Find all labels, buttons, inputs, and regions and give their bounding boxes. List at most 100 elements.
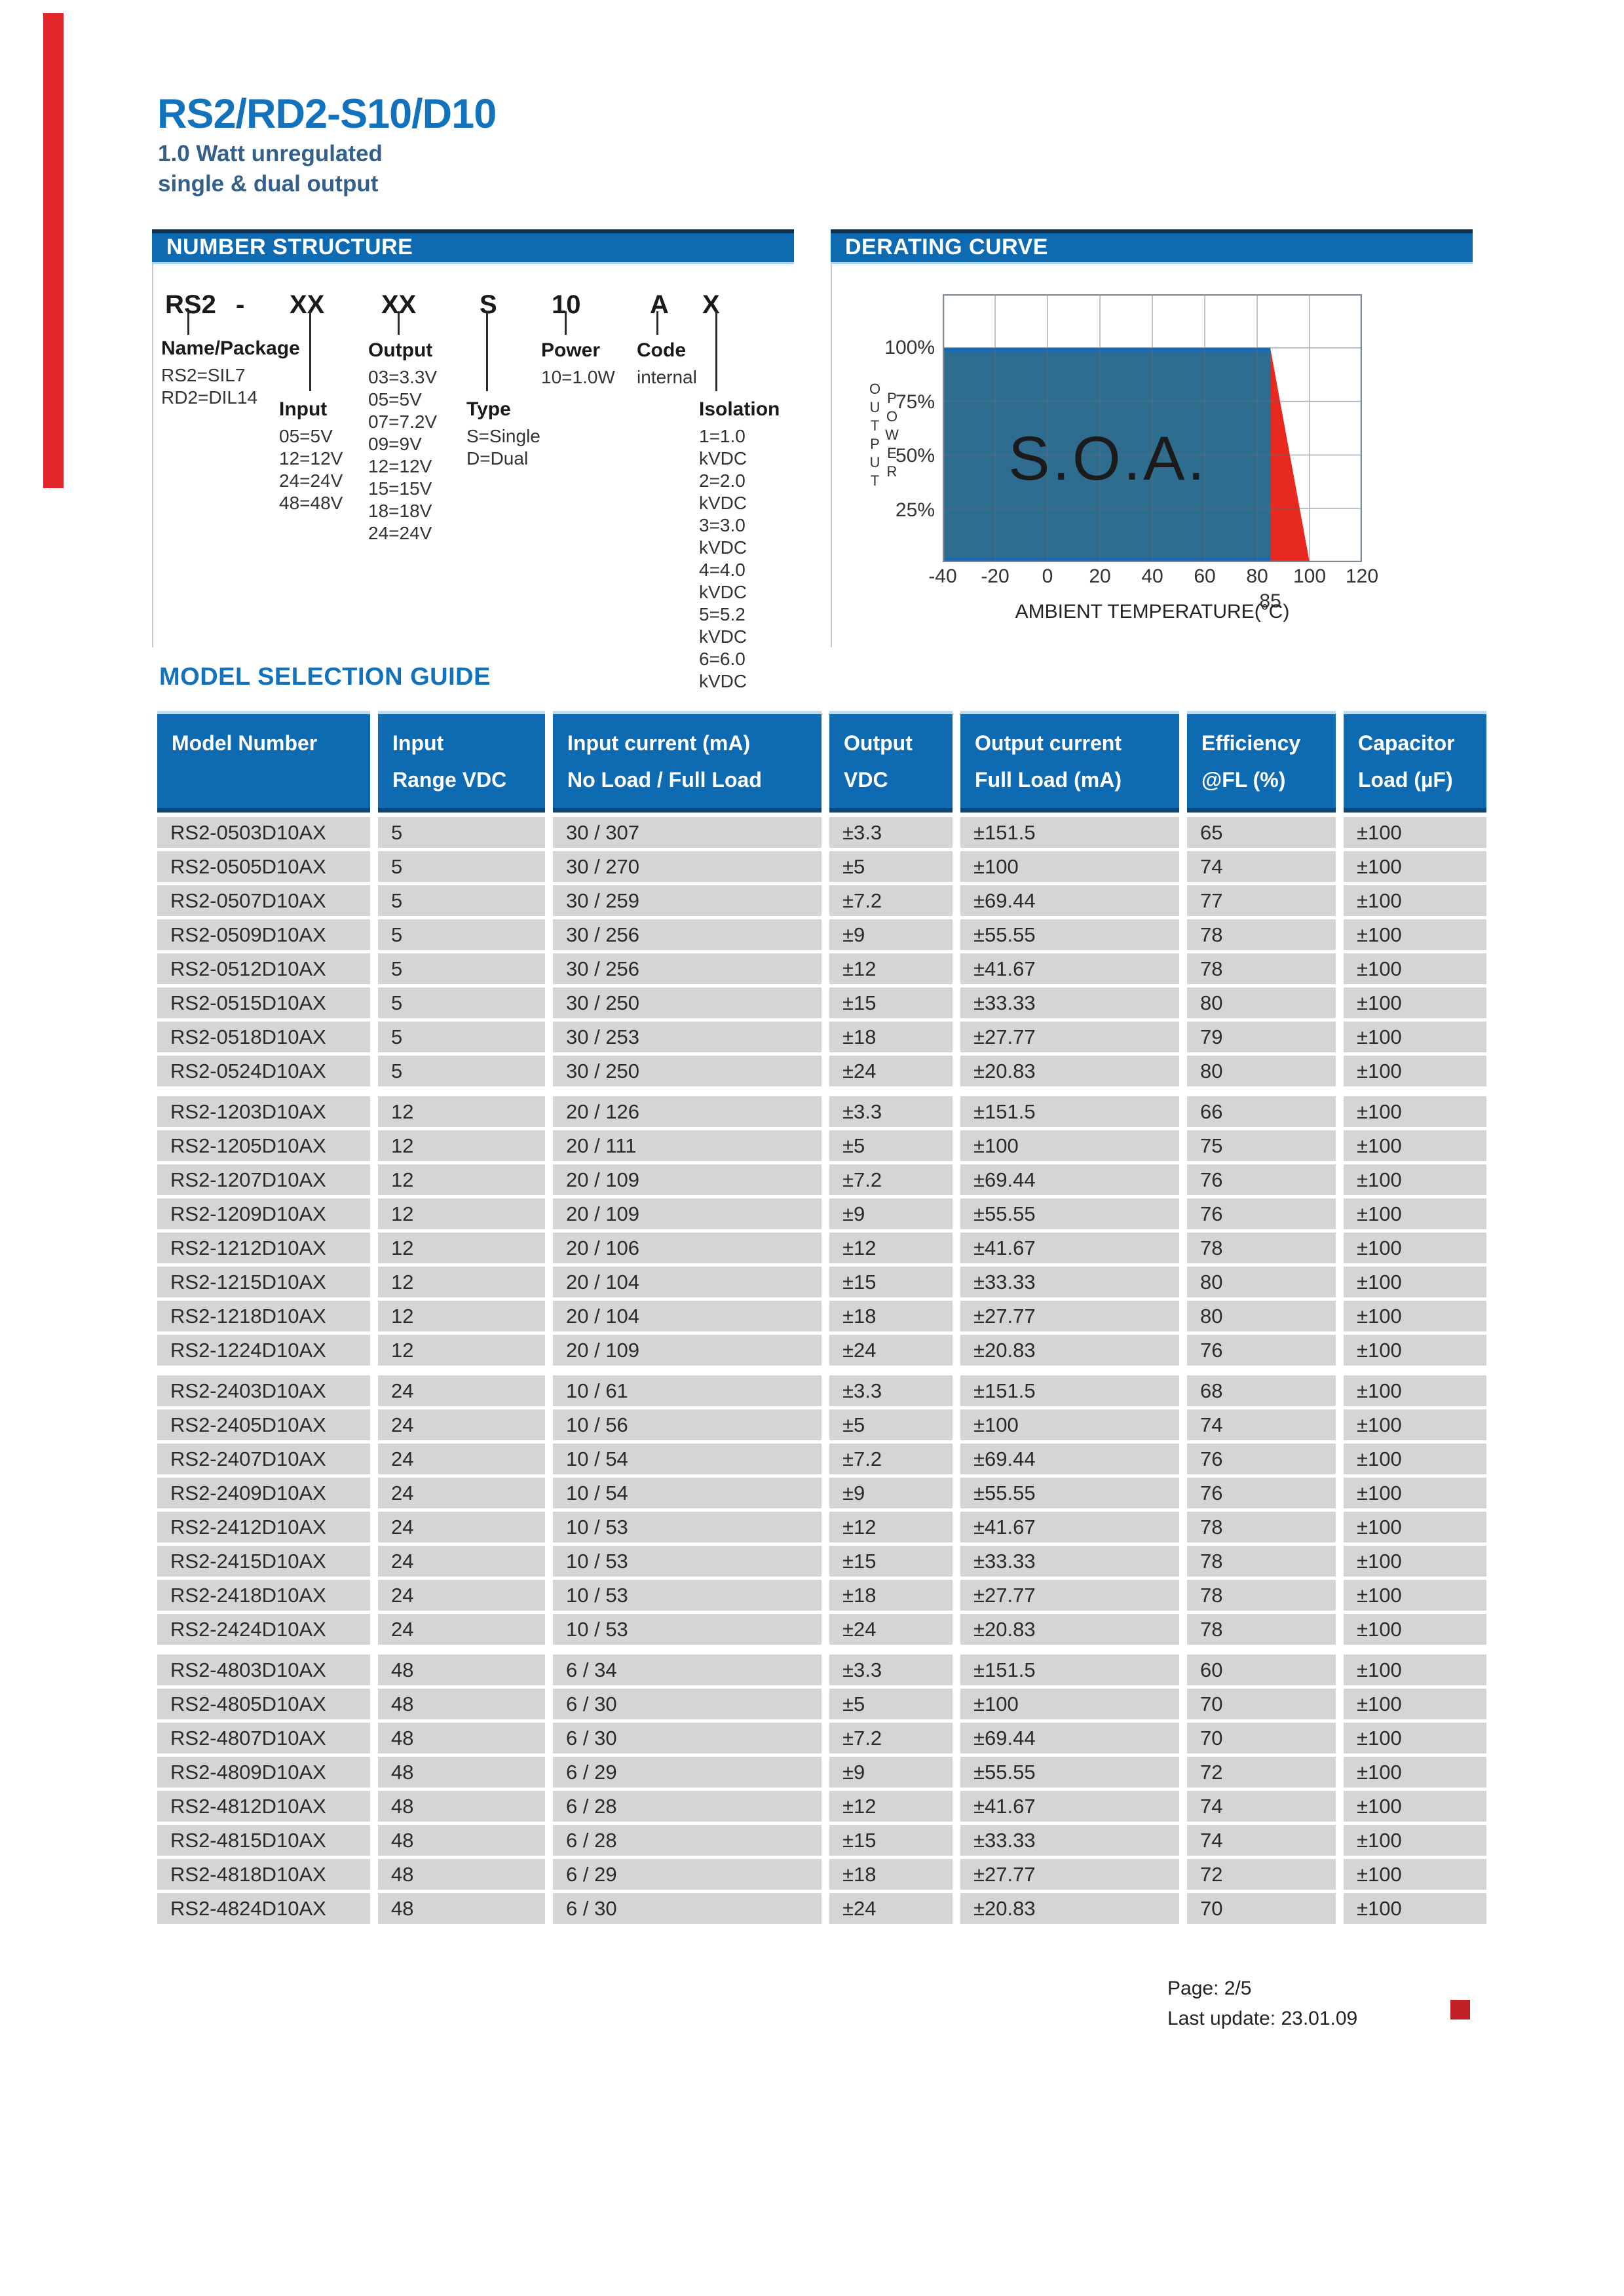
table-cell: RS2-1207D10AX <box>157 1164 370 1195</box>
table-cell: 20 / 104 <box>553 1267 821 1297</box>
table-cell: ±5 <box>829 851 953 882</box>
table-cell: ±24 <box>829 1893 953 1924</box>
number-structure-header: NUMBER STRUCTURE <box>152 229 794 264</box>
table-cell: 74 <box>1187 1825 1336 1856</box>
connector-line <box>486 311 488 391</box>
table-cell: ±100 <box>1344 1301 1486 1331</box>
table-cell: ±100 <box>1344 1478 1486 1508</box>
table-cell: RS2-4805D10AX <box>157 1689 370 1719</box>
table-cell: ±20.83 <box>960 1335 1179 1366</box>
column-header-output-current: Output current Full Load (mA) <box>960 711 1179 813</box>
table-row: RS2-2405D10AX 24 10 / 56 ±5 ±100 74 ±100 <box>157 1409 1486 1440</box>
table-cell: 24 <box>378 1512 545 1542</box>
table-cell: 12 <box>378 1164 545 1195</box>
table-cell: ±100 <box>960 851 1179 882</box>
table-cell: 30 / 259 <box>553 885 821 916</box>
group-item: 12=12V <box>368 456 432 476</box>
derating-curve-section: DERATING CURVE <box>831 229 1473 647</box>
table-cell: 48 <box>378 1655 545 1685</box>
table-cell: 72 <box>1187 1757 1336 1788</box>
table-cell: ±100 <box>1344 1723 1486 1753</box>
x-tick-label: 0 <box>1042 565 1053 587</box>
table-cell: ±100 <box>1344 1546 1486 1577</box>
connector-line <box>656 311 658 335</box>
table-cell: 78 <box>1187 1512 1336 1542</box>
table-cell: ±15 <box>829 1546 953 1577</box>
table-cell: RS2-4803D10AX <box>157 1655 370 1685</box>
table-row: RS2-2403D10AX 24 10 / 61 ±3.3 ±151.5 68 ±100 <box>157 1375 1486 1406</box>
table-cell: 78 <box>1187 1546 1336 1577</box>
table-cell: RS2-1209D10AX <box>157 1198 370 1229</box>
group-item: 24=24V <box>279 470 343 491</box>
group-item: 03=3.3V <box>368 367 438 387</box>
table-cell: ±7.2 <box>829 1164 953 1195</box>
group-type: Type S=Single D=Dual <box>466 398 540 470</box>
table-cell: 20 / 109 <box>553 1198 821 1229</box>
table-cell: 20 / 109 <box>553 1335 821 1366</box>
table-cell: ±7.2 <box>829 1444 953 1474</box>
footer: Page: 2/5 Last update: 23.01.09 <box>1167 1974 1357 2034</box>
table-cell: ±33.33 <box>960 1546 1179 1577</box>
group-item: 15=15V <box>368 478 432 499</box>
table-row: RS2-2418D10AX 24 10 / 53 ±18 ±27.77 78 ±100 <box>157 1580 1486 1611</box>
page-title: RS2/RD2-S10/D10 <box>157 91 497 137</box>
table-cell: 30 / 256 <box>553 919 821 950</box>
table-cell: ±100 <box>1344 1580 1486 1611</box>
table-row: RS2-1215D10AX 12 20 / 104 ±15 ±33.33 80 ±100 <box>157 1267 1486 1297</box>
group-item: 05=5V <box>279 426 333 446</box>
table-cell: 6 / 29 <box>553 1757 821 1788</box>
table-cell: ±27.77 <box>960 1859 1179 1890</box>
table-cell: ±9 <box>829 1478 953 1508</box>
page-subtitle-line2: single & dual output <box>158 171 379 197</box>
table-cell: ±18 <box>829 1301 953 1331</box>
table-cell: ±100 <box>1344 1164 1486 1195</box>
connector-line <box>715 311 717 391</box>
table-cell: ±33.33 <box>960 1267 1179 1297</box>
table-cell: ±100 <box>1344 1233 1486 1263</box>
table-cell: RS2-2412D10AX <box>157 1512 370 1542</box>
table-cell: 10 / 53 <box>553 1614 821 1645</box>
number-structure-section: NUMBER STRUCTURE RS2 - XX XX S 10 A X Na… <box>152 229 794 691</box>
table-cell: 5 <box>378 1022 545 1052</box>
table-cell: ±100 <box>1344 1825 1486 1856</box>
table-cell: 30 / 253 <box>553 1022 821 1052</box>
group-label: Code <box>637 339 686 361</box>
table-cell: ±3.3 <box>829 1655 953 1685</box>
table-cell: ±100 <box>1344 1791 1486 1822</box>
x-tick-label: 80 <box>1246 565 1268 587</box>
table-row: RS2-4809D10AX 48 6 / 29 ±9 ±55.55 72 ±100 <box>157 1757 1486 1788</box>
x-tick-label: 60 <box>1194 565 1216 587</box>
table-cell: 12 <box>378 1198 545 1229</box>
table-cell: 6 / 30 <box>553 1723 821 1753</box>
group-label: Output <box>368 339 433 361</box>
table-row: RS2-0505D10AX 5 30 / 270 ±5 ±100 74 ±100 <box>157 851 1486 882</box>
table-cell: 10 / 54 <box>553 1478 821 1508</box>
table-cell: RS2-1205D10AX <box>157 1130 370 1161</box>
page-subtitle-line1: 1.0 Watt unregulated <box>158 141 383 166</box>
last-update: Last update: 23.01.09 <box>1167 2008 1358 2029</box>
table-cell: 78 <box>1187 1580 1336 1611</box>
header-line: Range VDC <box>392 768 507 792</box>
table-cell: RS2-1212D10AX <box>157 1233 370 1263</box>
table-cell: 48 <box>378 1757 545 1788</box>
table-cell: 10 / 56 <box>553 1409 821 1440</box>
connector-line <box>398 311 400 335</box>
group-item: 07=7.2V <box>368 411 438 432</box>
table-cell: 12 <box>378 1130 545 1161</box>
column-header-input-current: Input current (mA) No Load / Full Load <box>553 711 821 813</box>
column-header-model-number: Model Number <box>157 711 370 813</box>
table-cell: 30 / 250 <box>553 1056 821 1086</box>
table-cell: ±100 <box>1344 851 1486 882</box>
table-cell: ±12 <box>829 953 953 984</box>
table-cell: ±33.33 <box>960 987 1179 1018</box>
table-cell: ±100 <box>1344 1022 1486 1052</box>
table-cell: ±27.77 <box>960 1301 1179 1331</box>
derating-chart-plot: S.O.A. <box>943 294 1362 562</box>
table-row: RS2-1205D10AX 12 20 / 111 ±5 ±100 75 ±100 <box>157 1130 1486 1161</box>
table-cell: 30 / 270 <box>553 851 821 882</box>
table-cell: 5 <box>378 817 545 848</box>
derating-curve-body: S.O.A. OUTPUT POWER 100% 75% 50% 25% -40… <box>831 264 1473 647</box>
table-cell: ±18 <box>829 1859 953 1890</box>
table-cell: 80 <box>1187 987 1336 1018</box>
table-cell: RS2-4809D10AX <box>157 1757 370 1788</box>
